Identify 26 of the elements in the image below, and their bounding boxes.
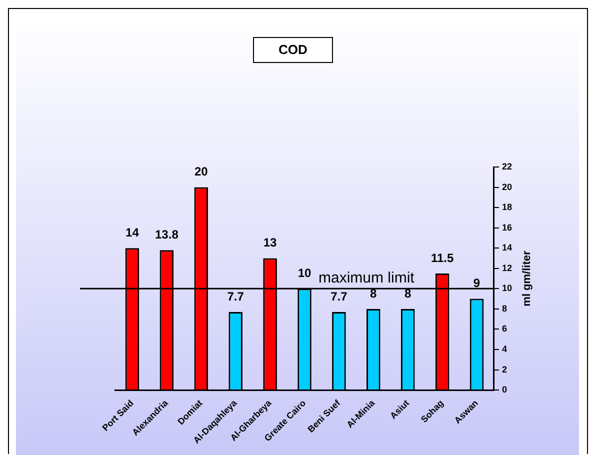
y-tick-label: 10	[502, 283, 512, 294]
data-label: 8	[370, 286, 378, 300]
data-label: 7.7	[227, 289, 244, 304]
y-tick-label: 20	[502, 182, 512, 192]
y-tick-label: 2	[502, 364, 508, 374]
y-tick-label: 8	[502, 303, 508, 314]
ref-line-label: maximum limit	[318, 269, 416, 286]
y-tick-label: 18	[502, 202, 512, 212]
y-tick-label: 4	[502, 344, 508, 354]
data-label: 11.5	[430, 250, 454, 265]
y-tick-label: 0	[502, 384, 508, 395]
y-tick-label: 12	[502, 262, 512, 273]
y-tick-label: 22	[502, 161, 512, 172]
y-tick-label: 14	[502, 242, 512, 253]
y-tick-label: 16	[502, 222, 512, 232]
data-label: 10	[298, 266, 312, 280]
data-label: 7.7	[330, 289, 348, 304]
data-label: 8	[404, 286, 412, 300]
y-tick-label: 6	[502, 324, 508, 334]
data-label: 13	[263, 236, 278, 250]
data-label: 13.8	[155, 227, 179, 242]
data-label: 20	[194, 164, 208, 179]
chart-title: COD	[253, 37, 333, 63]
data-label: 9	[473, 276, 480, 290]
data-label: 14	[126, 225, 140, 240]
y-axis-title: ml gm/liter	[521, 250, 534, 306]
